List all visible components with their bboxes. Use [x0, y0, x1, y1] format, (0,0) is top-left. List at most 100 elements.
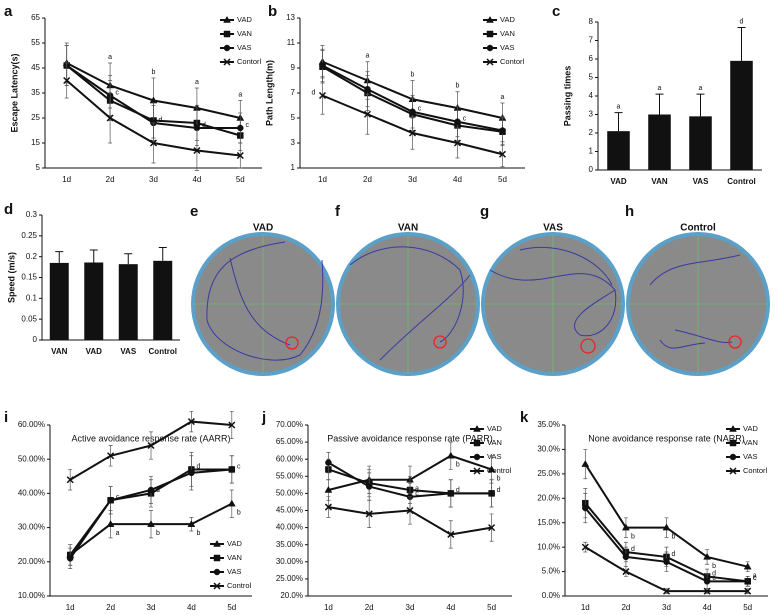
y-axis-label: Path Length(m) — [264, 60, 274, 126]
significance-label: b — [237, 510, 241, 517]
pool-f — [336, 232, 480, 376]
y-tick-label: 2 — [589, 128, 594, 137]
marker — [107, 452, 115, 460]
y-tick-label: 25.00% — [276, 574, 303, 583]
marker — [149, 139, 158, 147]
legend-label: Control — [487, 466, 512, 475]
image-title: Control — [680, 223, 716, 234]
chart-6: k 0.0% 5.0% 10.0% 15.0% 20.0% 25.0% 30.0% 35.0% N… — [520, 409, 768, 612]
y-tick-label: 30.00% — [18, 523, 45, 532]
marker — [318, 91, 327, 100]
marker — [63, 76, 71, 85]
swim-images — [191, 232, 770, 376]
x-tick-label: 2d — [365, 603, 374, 612]
y-tick-label: 45.00% — [276, 506, 303, 515]
panel-letter: a — [4, 3, 13, 20]
x-tick-label: 3d — [662, 603, 671, 612]
y-tick-label: 6 — [589, 54, 594, 63]
significance-label: c — [463, 116, 467, 123]
marker — [447, 490, 455, 497]
bar — [84, 262, 104, 340]
x-tick-label: 3d — [147, 603, 156, 612]
significance-label: b — [497, 475, 501, 482]
significance-label: a — [366, 53, 370, 60]
marker — [227, 499, 236, 507]
x-tick-label: 4d — [453, 175, 462, 184]
y-tick-label: 0.25 — [21, 231, 37, 240]
marker — [147, 441, 155, 450]
legend-label: VAD — [500, 15, 515, 24]
y-tick-label: 0.3 — [26, 210, 38, 219]
x-tick-label: 3d — [406, 603, 415, 612]
y-tick-label: 8 — [589, 17, 594, 26]
significance-label: c — [712, 575, 716, 582]
legend-label: VAD — [743, 424, 758, 433]
marker — [488, 490, 495, 497]
x-tick-label: 5d — [498, 175, 507, 184]
significance-label: b — [631, 533, 635, 540]
legend-marker — [213, 540, 221, 547]
panel-letter: c — [552, 3, 560, 20]
y-tick-label: 1 — [291, 163, 296, 172]
x-tick-label: 2d — [363, 175, 372, 184]
legend-marker — [486, 44, 494, 52]
legend-label: VAS — [227, 567, 241, 576]
marker — [228, 466, 236, 473]
marker — [498, 150, 507, 158]
marker — [622, 568, 630, 576]
y-tick-label: 35.0% — [537, 420, 560, 429]
error-bar — [655, 93, 664, 115]
marker — [228, 421, 236, 429]
significance-label: c — [753, 575, 757, 582]
marker — [406, 506, 414, 515]
x-tick-label: 2d — [106, 603, 115, 612]
marker — [744, 578, 751, 585]
significance-label: c — [246, 122, 250, 129]
y-tick-label: 0.05 — [21, 314, 37, 323]
significance-label: d — [159, 117, 163, 124]
marker — [703, 587, 711, 595]
y-tick-label: 3 — [589, 110, 594, 119]
panel-letter: b — [268, 3, 277, 20]
significance-label: a — [699, 85, 703, 92]
marker — [188, 469, 195, 477]
error-bar — [737, 27, 746, 61]
marker — [66, 476, 74, 484]
x-tick-label: 2d — [621, 603, 630, 612]
marker — [743, 562, 752, 570]
panel-letter: k — [520, 409, 529, 426]
x-tick-label: 4d — [703, 603, 712, 612]
significance-label: d — [712, 570, 716, 577]
y-tick-label: 0.2 — [26, 252, 38, 261]
significance-label: a — [501, 94, 505, 101]
y-tick-label: 50.00% — [276, 489, 303, 498]
marker — [187, 520, 196, 527]
significance-label: c — [415, 491, 419, 498]
y-tick-label: 40.00% — [276, 523, 303, 532]
marker — [365, 510, 373, 518]
significance-label: b — [456, 462, 460, 469]
legend-marker — [473, 467, 481, 475]
legend-marker — [486, 58, 494, 66]
significance-label: b — [411, 71, 415, 78]
y-tick-label: 45 — [31, 63, 40, 72]
y-tick-label: 20.0% — [537, 493, 560, 502]
marker — [408, 129, 417, 137]
y-axis-label: Escape Latency(s) — [9, 53, 19, 132]
panel-letter: g — [480, 203, 489, 220]
marker — [325, 459, 332, 466]
error-bar — [158, 247, 167, 261]
panel-letter: e — [190, 203, 198, 220]
marker — [581, 543, 589, 551]
significance-label: a — [617, 103, 621, 110]
marker — [147, 486, 155, 494]
x-tick-label: VAD — [610, 177, 627, 186]
y-tick-label: 35 — [31, 88, 40, 97]
significance-label: d — [740, 18, 744, 25]
marker — [107, 497, 114, 504]
marker — [324, 503, 332, 511]
x-tick-label: 1d — [581, 603, 590, 612]
image-title: VAN — [398, 223, 418, 234]
legend-marker — [223, 16, 231, 23]
significance-label: d — [312, 89, 316, 96]
